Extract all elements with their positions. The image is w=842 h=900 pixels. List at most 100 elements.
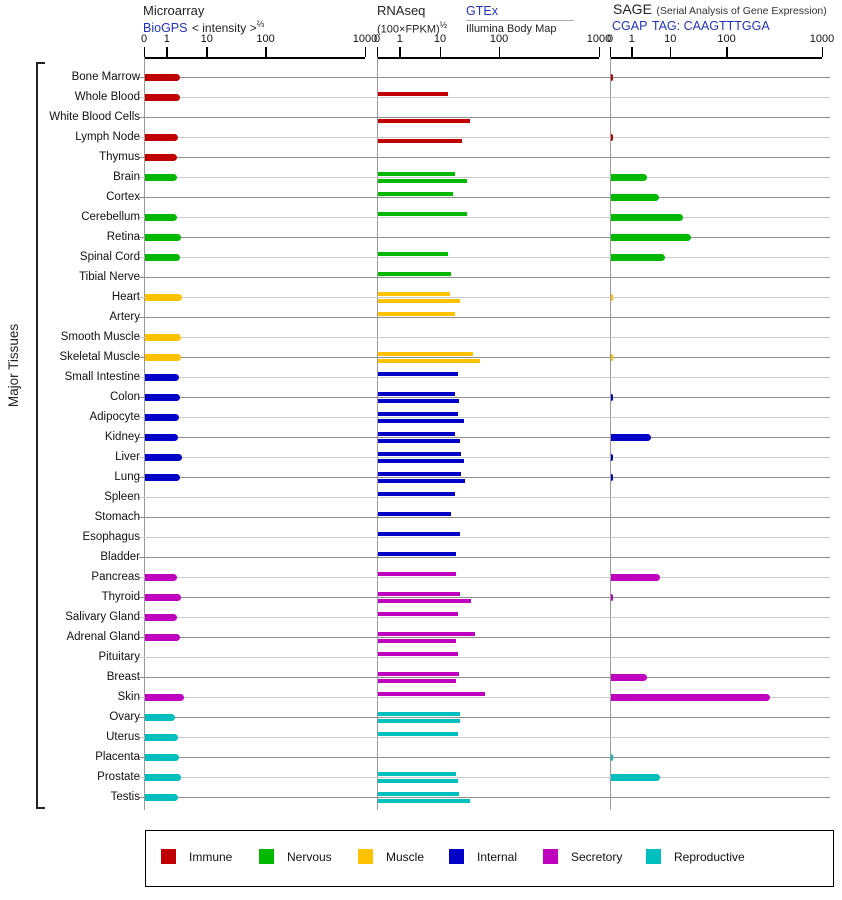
tissue-label: Small Intestine [64,371,140,383]
secretory-swatch [543,849,558,864]
panel-border [144,57,145,810]
rnaseq-sources: GTEx Illumina Body Map [466,2,574,35]
row-gridline [139,497,830,498]
axis-tick [364,47,366,57]
rnaseq-illumina-bar [378,359,481,363]
sage-bar [611,574,660,581]
biogps-link[interactable]: BioGPS [143,21,188,35]
sage-tag-row: CGAP TAG: CAAGTTTGGA [612,17,770,35]
rnaseq-gtex-bar [378,692,486,696]
microarray-bar [145,74,180,81]
tissue-label: Lung [114,471,140,483]
sage-header: SAGE (Serial Analysis of Gene Expression… [613,1,827,19]
row-gridline [139,657,830,658]
rnaseq-illumina-bar [378,479,465,483]
tissue-label: Esophagus [82,531,140,543]
row-gridline [139,717,830,718]
row-gridline [139,677,830,678]
tissue-label: Bladder [100,551,140,563]
row-gridline [139,177,830,178]
tissue-label: Testis [110,791,140,803]
sage-bar [611,694,770,701]
tissue-label: Colon [109,391,140,403]
rnaseq-scale-label: (100×FPKM)½ [377,20,448,36]
rnaseq-illumina-bar [378,779,458,783]
rnaseq-gtex-bar [378,792,459,796]
rnaseq-illumina-bar [378,639,457,643]
rnaseq-illumina-bar [378,459,464,463]
row-gridline [139,217,830,218]
row-gridline [139,157,830,158]
sage-bar [611,434,651,441]
row-gridline [139,337,830,338]
sage-bar [611,594,614,601]
axis-tick [143,47,145,57]
microarray-bar [145,614,177,621]
tissue-label: Skeletal Muscle [59,351,140,363]
tissue-label: Whole Blood [74,91,140,103]
tissue-label: Skin [117,691,140,703]
bracket-bottom-tick [36,807,45,809]
tissue-label: Artery [109,311,140,323]
microarray-bar [145,394,180,401]
rnaseq-gtex-bar [378,412,458,416]
microarray-bar [145,154,177,161]
sage-bar [611,294,614,301]
microarray-bar [145,774,181,781]
microarray-bar [145,694,184,701]
axis-tick [598,47,600,57]
row-gridline [139,557,830,558]
sage-bar [611,354,614,361]
axis-line [144,57,365,59]
nervous-swatch [259,849,274,864]
sage-bar [611,254,665,261]
microarray-bar [145,434,178,441]
row-gridline [139,477,830,478]
gtex-link[interactable]: GTEx [466,4,498,18]
microarray-bar [145,174,177,181]
rnaseq-illumina-bar [378,419,464,423]
row-gridline [139,577,830,578]
row-gridline [139,317,830,318]
rnaseq-gtex-bar [378,432,455,436]
rnaseq-illumina-bar [378,299,461,303]
sage-bar [611,394,614,401]
cgap-link[interactable]: CGAP [612,19,648,33]
microarray-bar [145,634,180,641]
bracket-top-tick [36,62,45,64]
rnaseq-gtex-bar [378,352,474,356]
rnaseq-gtex-bar [378,712,461,716]
rnaseq-illumina-bar [378,599,471,603]
row-gridline [139,357,830,358]
axis-tick-label: 1 [628,33,635,45]
axis-tick [376,47,378,57]
rnaseq-gtex-bar [378,772,457,776]
tissue-label: Pancreas [91,571,140,583]
axis-tick [631,47,633,57]
rnaseq-gtex-bar [378,172,455,176]
sage-bar [611,454,614,461]
axis-tick-label: 1000 [352,33,378,45]
sage-bar [611,754,614,761]
tissue-label: Pituitary [98,651,140,663]
sage-bar [611,194,659,201]
axis-tick [498,47,501,57]
rnaseq-gtex-bar [378,212,467,216]
sage-bar [611,674,648,681]
microarray-bar [145,714,175,721]
axis-tick-label: 0 [140,33,148,45]
rnaseq-gtex-bar [378,652,458,656]
row-gridline [139,137,830,138]
panel-border [377,57,378,810]
rnaseq-gtex-bar [378,592,461,596]
rnaseq-gtex-bar [378,292,450,296]
microarray-bar [145,794,178,801]
rnaseq-gtex-bar [378,252,448,256]
rnaseq-gtex-bar [378,192,454,196]
row-gridline [139,257,830,258]
rnaseq-gtex-bar [378,492,455,496]
sage-subtitle: (Serial Analysis of Gene Expression) [656,5,827,17]
tissue-label: Adipocyte [89,411,140,423]
rnaseq-gtex-bar [378,452,462,456]
